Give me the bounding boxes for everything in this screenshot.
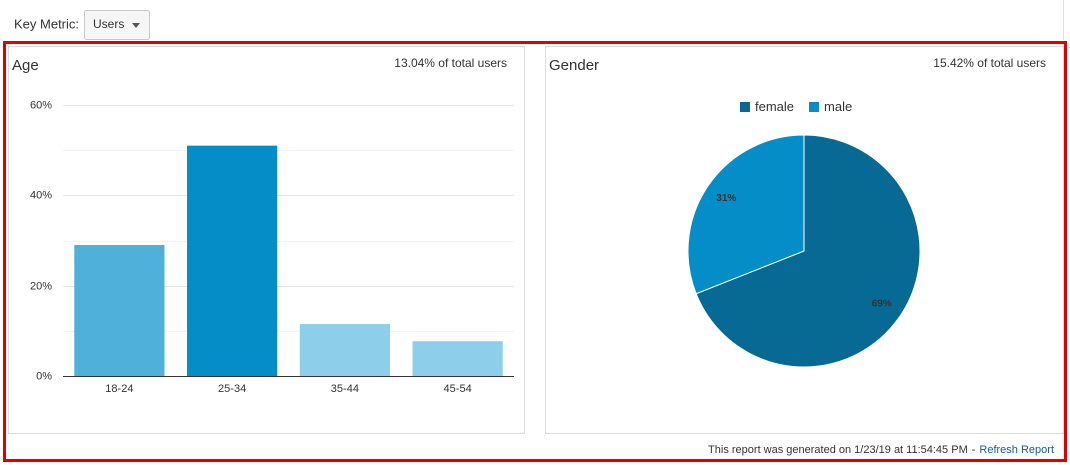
footer-separator: - xyxy=(972,444,976,456)
y-tick-label: 20% xyxy=(30,280,52,292)
chart-subtitle: 13.04% of total users xyxy=(394,56,507,70)
footer-text: This report was generated on 1/23/19 at … xyxy=(708,444,968,456)
key-metric-label: Key Metric: xyxy=(14,16,79,31)
legend-swatch xyxy=(740,102,750,112)
chart-title: Gender xyxy=(549,57,599,74)
y-tick-label: 40% xyxy=(30,189,52,201)
slice-label: 69% xyxy=(872,298,892,309)
dropdown-caret[interactable] xyxy=(132,23,140,28)
pie-slice xyxy=(687,134,805,295)
refresh-link[interactable]: Refresh Report xyxy=(979,444,1054,456)
x-tick-label: 25-34 xyxy=(218,383,246,395)
chart-title: Age xyxy=(12,57,39,74)
metric-dropdown-value[interactable]: Users xyxy=(93,17,124,31)
chart-subtitle: 15.42% of total users xyxy=(933,56,1046,70)
bar xyxy=(299,324,390,376)
highlight-box xyxy=(3,41,1067,462)
metric-dropdown[interactable] xyxy=(84,10,150,40)
pie-slice xyxy=(695,134,921,368)
legend-label: female xyxy=(755,99,794,114)
legend-swatch xyxy=(809,102,820,112)
legend-label: male xyxy=(824,99,852,114)
x-tick-label: 45-54 xyxy=(444,383,472,395)
slice-label: 31% xyxy=(716,193,736,204)
bar xyxy=(412,341,503,376)
x-tick-label: 35-44 xyxy=(331,383,359,395)
y-tick-label: 60% xyxy=(30,99,52,111)
y-tick-label: 0% xyxy=(36,370,52,382)
bar xyxy=(74,245,165,376)
x-tick-label: 18-24 xyxy=(105,383,133,395)
footer: This report was generated on 1/23/19 at … xyxy=(708,444,1054,456)
bar xyxy=(187,145,278,376)
